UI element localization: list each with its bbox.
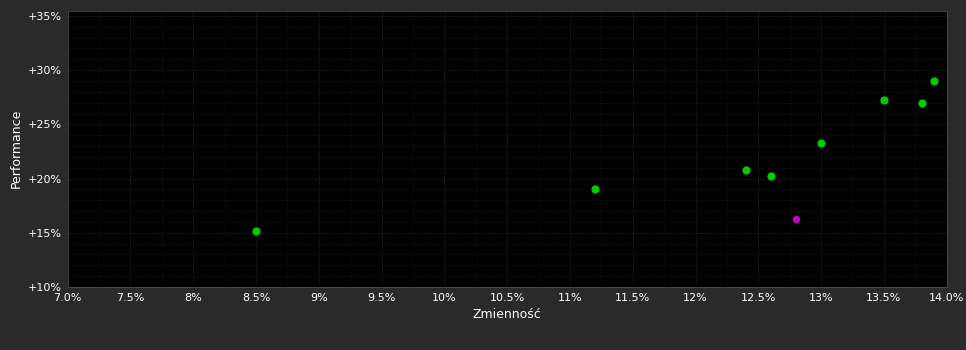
Point bbox=[763, 174, 779, 179]
Point bbox=[738, 167, 753, 173]
Point bbox=[587, 187, 603, 192]
Point bbox=[813, 140, 829, 146]
Point bbox=[248, 228, 264, 233]
Point bbox=[926, 78, 942, 84]
Point bbox=[914, 100, 929, 105]
Point bbox=[788, 216, 804, 222]
X-axis label: Zmienność: Zmienność bbox=[472, 308, 542, 321]
Y-axis label: Performance: Performance bbox=[10, 109, 22, 188]
Point bbox=[876, 98, 892, 103]
